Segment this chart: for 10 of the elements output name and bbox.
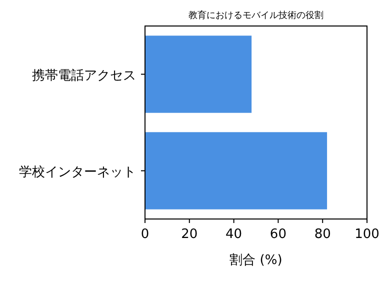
x-axis-title: 割合 (%) (230, 253, 282, 268)
chart-title: 教育におけるモバイル技術の役割 (188, 10, 324, 21)
x-tick-label: 40 (226, 227, 242, 242)
y-tick-label: 携帯電話アクセス (32, 68, 136, 84)
x-tick-label: 80 (314, 227, 331, 242)
x-tick-label: 20 (181, 227, 198, 242)
y-tick-label: 学校インターネット (19, 164, 136, 180)
x-tick-label: 60 (270, 227, 286, 242)
x-tick-label: 100 (354, 227, 380, 242)
x-tick-label: 0 (140, 227, 150, 242)
